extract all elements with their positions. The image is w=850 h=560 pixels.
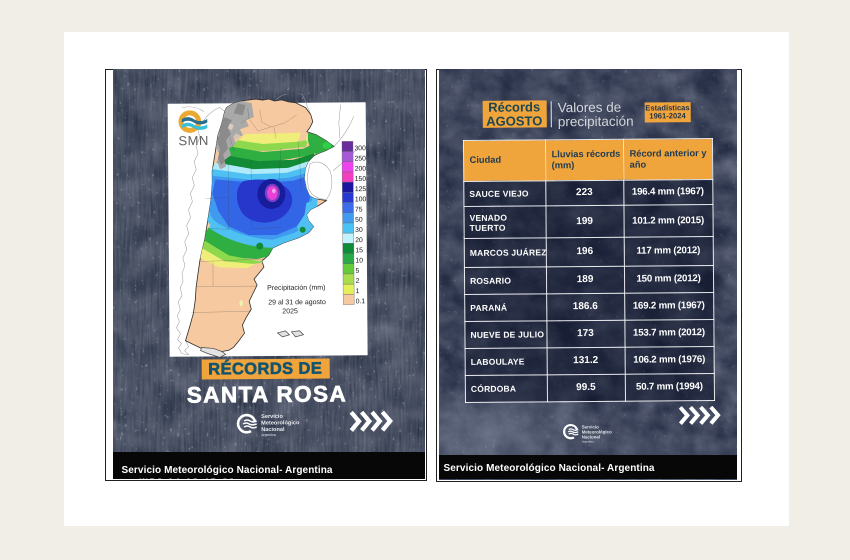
svg-text:125: 125 — [354, 186, 366, 193]
svg-text:75: 75 — [354, 206, 362, 213]
svg-text:0.1: 0.1 — [355, 298, 365, 305]
svg-text:20: 20 — [355, 237, 363, 244]
svg-text:15: 15 — [355, 247, 363, 254]
svg-text:Argentina: Argentina — [261, 433, 276, 437]
svg-text:100: 100 — [354, 196, 366, 203]
svg-text:200: 200 — [354, 165, 366, 172]
svg-text:29 al 31 de agosto: 29 al 31 de agosto — [268, 299, 326, 306]
svg-text:10: 10 — [355, 257, 363, 264]
svg-text:Servicio: Servicio — [582, 424, 599, 429]
svg-text:Nacional: Nacional — [582, 434, 600, 439]
svg-text:150: 150 — [354, 175, 366, 182]
svg-text:250: 250 — [354, 155, 366, 162]
svg-text:300: 300 — [354, 145, 366, 152]
svg-text:5: 5 — [355, 267, 359, 274]
svg-text:Nacional: Nacional — [261, 427, 285, 433]
svg-text:50: 50 — [355, 216, 363, 223]
svg-text:2025: 2025 — [282, 308, 298, 315]
svg-text:Argentina: Argentina — [582, 439, 594, 443]
svg-text:2: 2 — [355, 277, 359, 284]
svg-text:Meteorológico: Meteorológico — [261, 420, 300, 426]
svg-text:Meteorológico: Meteorológico — [582, 429, 612, 434]
svg-text:30: 30 — [355, 226, 363, 233]
svg-text:Precipitación (mm): Precipitación (mm) — [267, 284, 325, 291]
svg-text:Servicio: Servicio — [261, 414, 283, 420]
svg-text:1: 1 — [355, 288, 359, 295]
svg-text:SMN: SMN — [178, 132, 209, 147]
